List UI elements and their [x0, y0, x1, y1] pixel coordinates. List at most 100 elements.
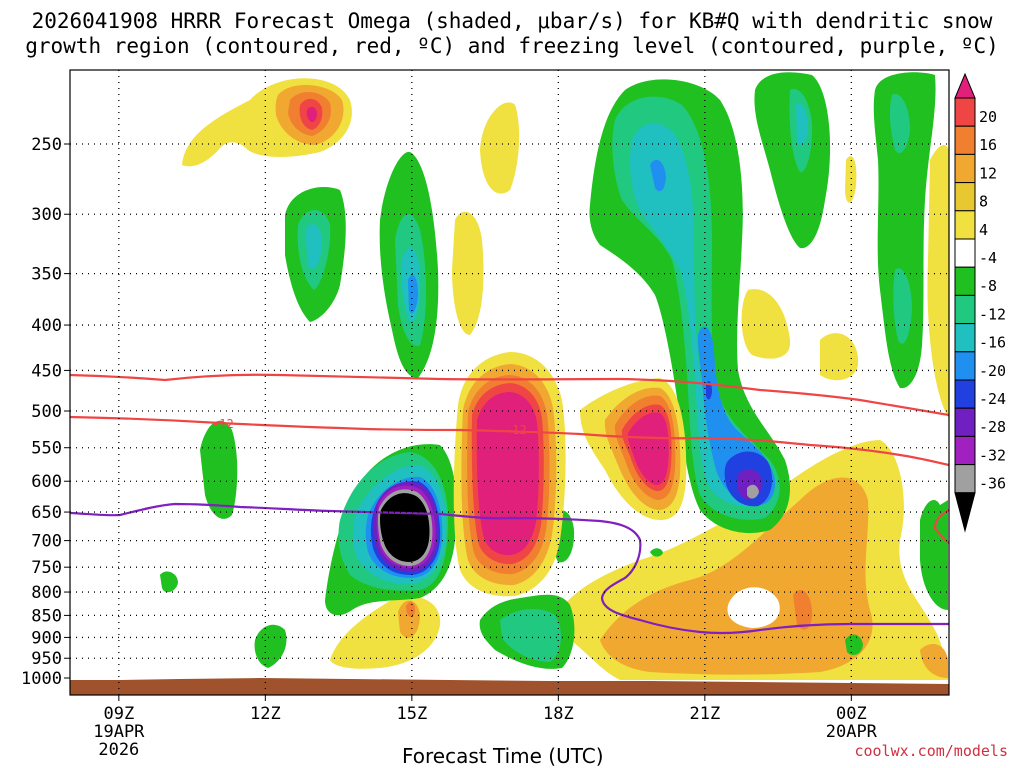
colorbar-label-6: -8: [979, 277, 997, 295]
colorbar-swatch-10: [954, 379, 976, 409]
omega-area-lower-15z-dark-orange: [406, 601, 416, 617]
chart-title-line2: growth region (contoured, red, ºC) and f…: [25, 34, 999, 58]
colorbar-swatch-13: [954, 464, 976, 494]
y-tick-label-700: 700: [31, 532, 62, 552]
y-tick-label-650: 650: [31, 503, 62, 523]
omega-area-green-right-2: [873, 72, 936, 389]
x-tick-label-00Z: 00Z: [836, 704, 867, 724]
x-tick-year-09Z: 2026: [98, 740, 139, 760]
omega-area-green-10: [650, 548, 663, 557]
colorbar-label-8: -16: [979, 334, 1006, 352]
colorbar-max-arrow: [954, 72, 976, 99]
omega-area-cyan-1: [305, 224, 322, 269]
dgz-label-2: -12: [505, 423, 527, 437]
omega-area-upper-left-pink: [306, 106, 317, 123]
colorbar-label-10: -24: [979, 390, 1006, 408]
x-tick-label-15Z: 15Z: [396, 704, 427, 724]
dgz-label-1: -12: [212, 417, 234, 431]
omega-area-gray-2: [747, 484, 759, 499]
y-tick-label-600: 600: [31, 472, 62, 492]
grid-lines: [70, 70, 949, 695]
y-tick-label-800: 800: [31, 583, 62, 603]
shaded-fields: [70, 72, 949, 680]
omega-area-upper-mid-yellow: [480, 102, 520, 194]
omega-area-lower-right-orange: [793, 590, 813, 630]
omega-area-right-yellow-2: [820, 333, 859, 381]
plot-frame: [69, 69, 950, 696]
y-tick-label-300: 300: [31, 205, 62, 225]
omega-area-teal-4: [500, 608, 562, 662]
colorbar-swatch-0: [954, 97, 976, 127]
omega-area-green-6: [254, 624, 287, 668]
x-tick-label-21Z: 21Z: [689, 704, 720, 724]
colorbar-label-1: 16: [979, 136, 997, 154]
colorbar-label-0: 20: [979, 108, 997, 126]
omega-area-green-right-3: [920, 500, 948, 610]
colorbar-label-13: -36: [979, 475, 1006, 493]
x-tick-label-12Z: 12Z: [250, 704, 281, 724]
omega-area-right-yellow-1: [741, 289, 791, 359]
omega-area-dblue-3: [706, 380, 712, 400]
colorbar-swatch-4: [954, 210, 976, 240]
y-tick-label-950: 950: [31, 649, 62, 669]
omega-area-right-upper-yellow: [845, 156, 857, 203]
y-tick-label-550: 550: [31, 439, 62, 459]
colorbar-label-3: 8: [979, 193, 988, 211]
x-tick-date-09Z: 19APR: [93, 722, 145, 742]
omega-area-far-right-yellow: [927, 145, 949, 419]
omega-area-teal-right-3: [893, 268, 912, 344]
y-tick-label-500: 500: [31, 402, 62, 422]
chart-title-line1: 2026041908 HRRR Forecast Omega (shaded, …: [31, 9, 993, 33]
omega-area-green-9: [845, 634, 863, 656]
colorbar-swatch-12: [954, 435, 976, 466]
omega-area-teal-right-2: [889, 94, 910, 154]
omega-area-cyan-big: [630, 123, 768, 507]
omega-area-green-4: [160, 571, 178, 593]
y-axis: 250 300 350 400 450 500 550 600 650 700 750 800 850 9…: [21, 135, 70, 689]
colorbar-swatch-1: [954, 125, 976, 155]
y-tick-label-750: 750: [31, 558, 62, 578]
colorbar-swatch-5: [954, 238, 976, 268]
omega-area-bottom-right-yellow: [920, 644, 948, 678]
x-axis-title: Forecast Time (UTC): [402, 744, 604, 768]
colorbar-swatch-8: [954, 323, 976, 353]
colorbar-swatch-7: [954, 294, 976, 325]
omega-area-green-3: [200, 420, 238, 519]
ground-terrain: [70, 678, 949, 695]
colorbar-label-5: -4: [979, 249, 997, 267]
omega-area-center-pink: [476, 392, 539, 556]
colorbar-swatch-2: [954, 153, 976, 184]
omega-area-blue-3: [650, 159, 666, 192]
omega-area-mid-yellow: [452, 211, 484, 335]
omega-area-green-right-1: [754, 72, 831, 249]
omega-area-cyan-right: [796, 103, 808, 146]
freezing-level-contour: [70, 502, 949, 635]
colorbar-label-12: -32: [979, 446, 1006, 464]
y-tick-label-400: 400: [31, 316, 62, 336]
colorbar-label-2: 12: [979, 164, 997, 182]
omega-area-black-1: [380, 493, 430, 562]
omega-area-lower-right-hole: [727, 587, 780, 628]
omega-area-blue-1: [408, 275, 418, 314]
y-tick-label-850: 850: [31, 606, 62, 626]
colorbar-label-4: 4: [979, 221, 988, 239]
dgz-contour-lower: [70, 415, 949, 467]
dgz-contour-upper: [70, 373, 949, 417]
colorbar-swatch-9: [954, 351, 976, 381]
y-tick-label-1000: 1000: [21, 669, 62, 689]
y-tick-label-350: 350: [31, 265, 62, 285]
x-tick-label-09Z: 09Z: [103, 704, 134, 724]
x-tick-label-18Z: 18Z: [543, 704, 574, 724]
colorbar-min-arrow: [954, 492, 976, 533]
y-tick-label-450: 450: [31, 361, 62, 381]
colorbar-label-9: -20: [979, 362, 1006, 380]
colorbar-swatch-6: [954, 266, 976, 296]
omega-area-20z-pink: [627, 412, 669, 486]
colorbar-label-11: -28: [979, 418, 1006, 436]
dgz-contour-right-edge: [933, 509, 949, 544]
y-tick-label-250: 250: [31, 135, 62, 155]
colorbar-swatch-11: [954, 407, 976, 437]
x-tick-date-00Z: 20APR: [826, 722, 878, 742]
